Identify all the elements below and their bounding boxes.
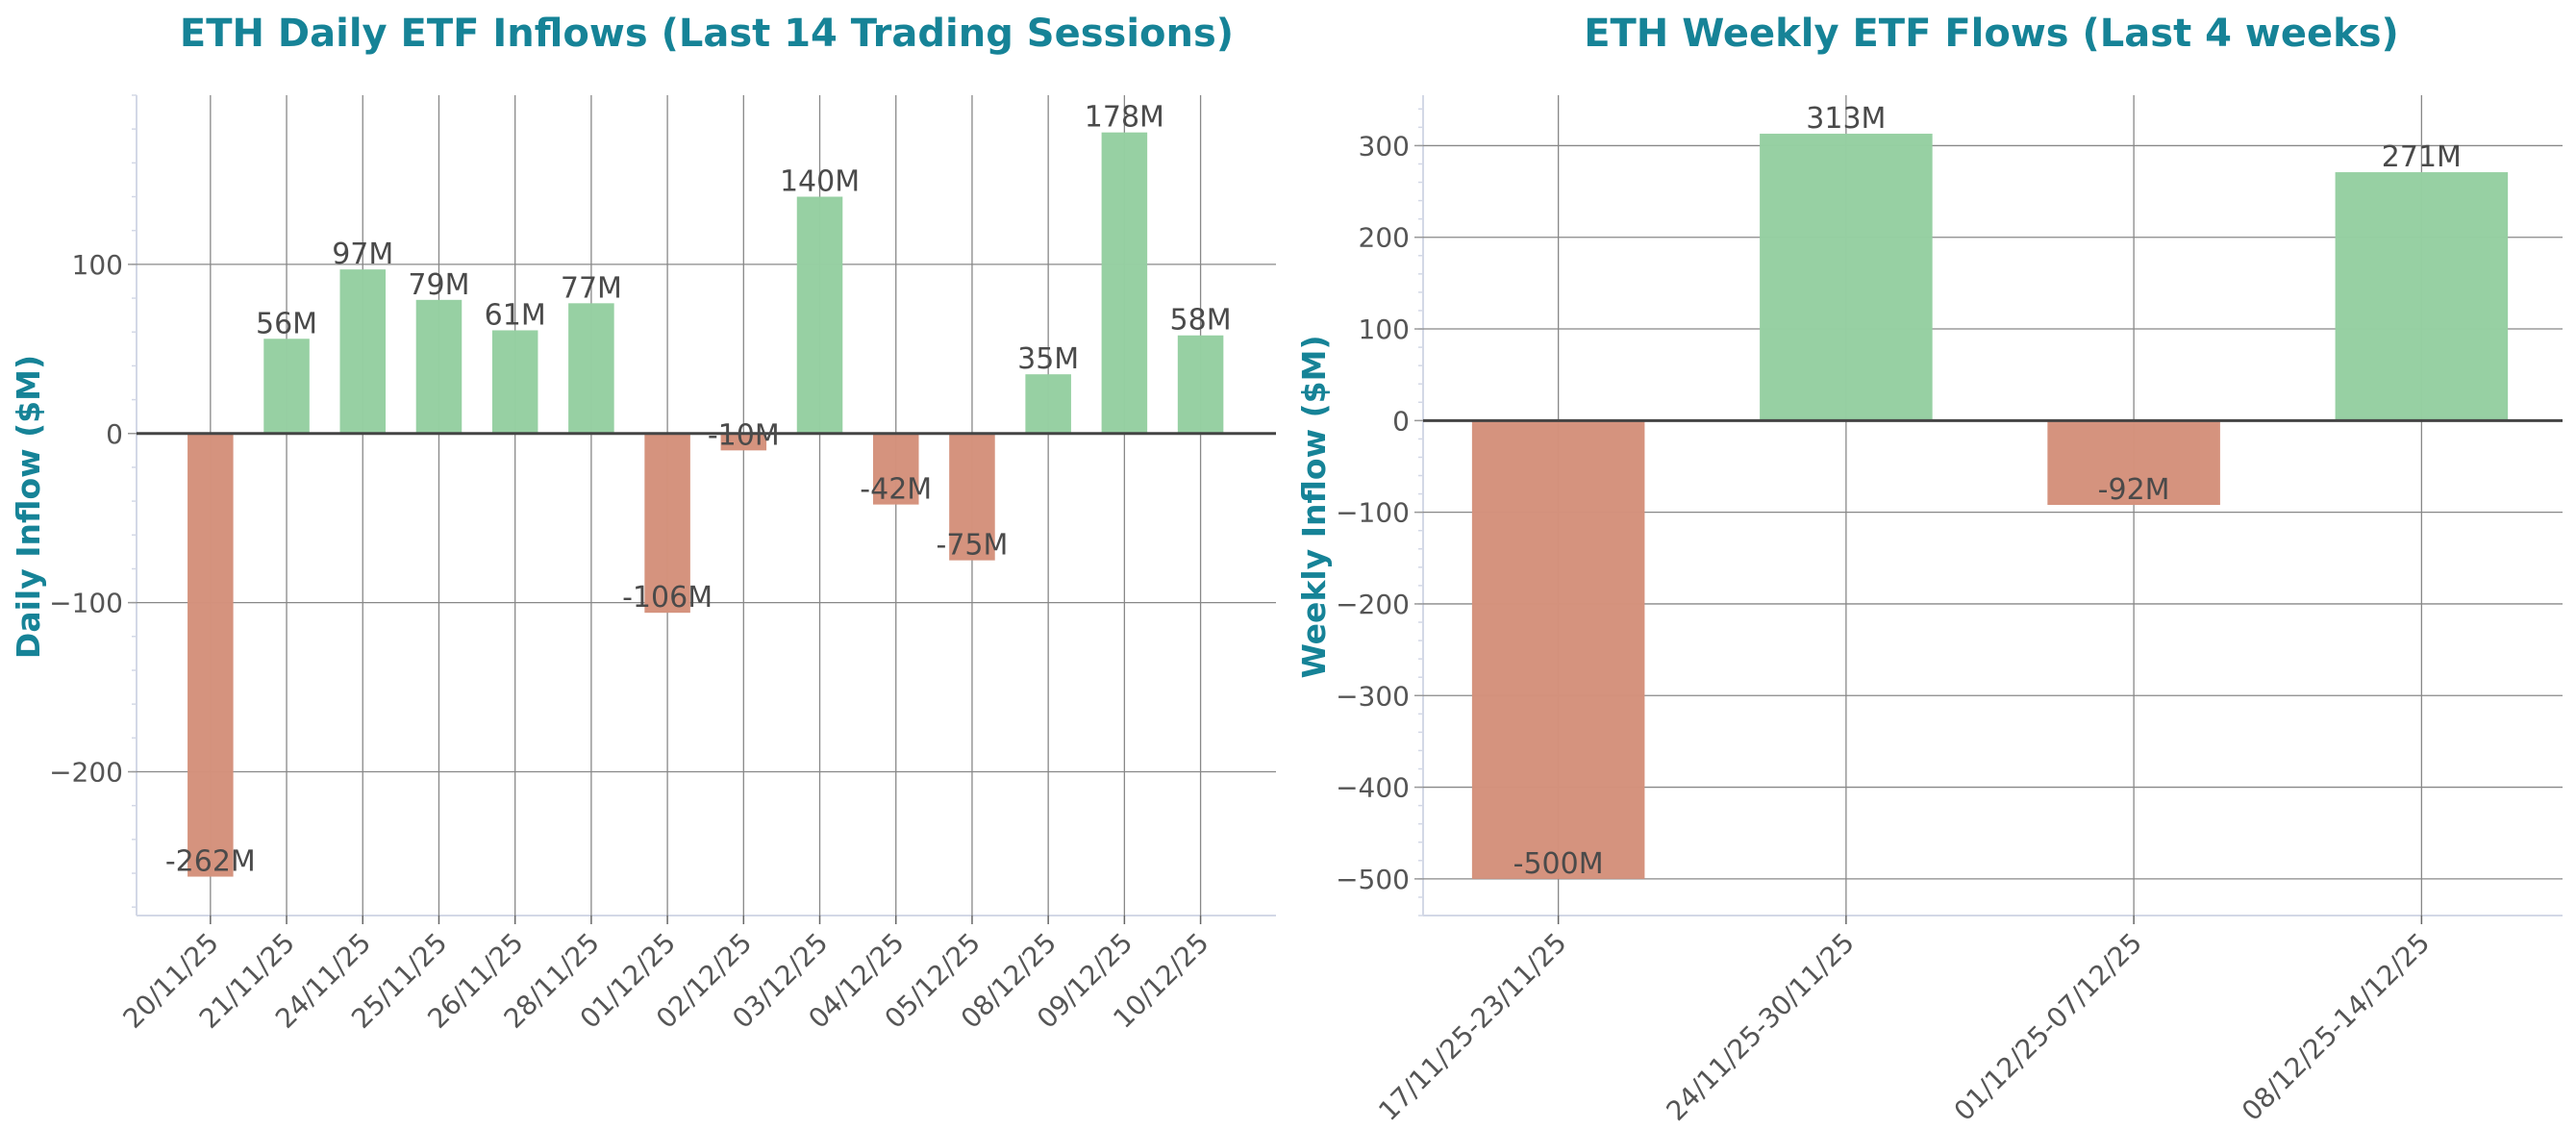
bar <box>491 330 538 434</box>
data-label: 97M <box>332 238 393 271</box>
bar <box>188 433 234 877</box>
bar <box>1177 335 1224 434</box>
data-label: 79M <box>408 268 469 302</box>
y-tick-label: −200 <box>49 757 123 789</box>
data-label: 61M <box>485 298 546 332</box>
y-tick-label: 0 <box>106 418 123 450</box>
data-label: -262M <box>165 845 256 879</box>
y-axis-label: Daily Inflow ($M) <box>10 355 47 659</box>
y-tick-label: 200 <box>1359 222 1410 254</box>
bar <box>644 433 690 614</box>
y-tick-label: −100 <box>1336 497 1410 529</box>
y-tick-label: −500 <box>1336 864 1410 895</box>
data-label: 178M <box>1085 101 1164 135</box>
data-label: -500M <box>1513 847 1604 881</box>
chart-title: ETH Daily ETF Inflows (Last 14 Trading S… <box>180 12 1234 56</box>
data-label: 56M <box>256 307 317 340</box>
y-tick-label: −100 <box>49 588 123 619</box>
y-tick-label: −300 <box>1336 680 1410 712</box>
bar <box>339 269 387 434</box>
y-tick-label: −400 <box>1336 772 1410 804</box>
data-label: -92M <box>2098 473 2170 507</box>
daily-inflows-chart: ETH Daily ETF Inflows (Last 14 Trading S… <box>10 12 1276 1035</box>
data-label: -42M <box>860 473 932 507</box>
data-label: 271M <box>2382 140 2462 174</box>
weekly-flows-chart: ETH Weekly ETF Flows (Last 4 weeks) Week… <box>1295 12 2563 1127</box>
y-tick-label: −200 <box>1336 589 1410 620</box>
data-label: -75M <box>937 529 1009 563</box>
bar <box>263 339 310 434</box>
data-label: 140M <box>780 165 860 199</box>
bar <box>720 433 767 451</box>
x-tick-label: 17/11/25-23/11/25 <box>1372 927 1572 1127</box>
y-tick-label: 0 <box>1392 405 1410 437</box>
bar <box>872 433 919 505</box>
y-tick-label: 300 <box>1359 130 1410 162</box>
bar <box>1025 374 1071 434</box>
bar <box>2047 420 2220 506</box>
x-tick-label: 24/11/25-30/11/25 <box>1661 927 1861 1127</box>
bar <box>1101 132 1148 434</box>
data-label: 58M <box>1170 304 1232 338</box>
bar <box>796 196 843 434</box>
data-label: 77M <box>561 271 622 305</box>
y-tick-label: 100 <box>72 249 123 281</box>
bar <box>568 303 614 434</box>
data-label: -10M <box>708 418 780 452</box>
x-tick-label: 01/12/25-07/12/25 <box>1948 927 2148 1127</box>
bar <box>1471 420 1645 879</box>
chart-title: ETH Weekly ETF Flows (Last 4 weeks) <box>1584 12 2399 56</box>
bar <box>415 299 463 434</box>
data-label: -106M <box>622 581 713 615</box>
data-label: 35M <box>1017 342 1079 376</box>
y-tick-label: 100 <box>1359 314 1410 345</box>
x-tick-label: 08/12/25-14/12/25 <box>2236 927 2436 1127</box>
bar <box>1760 134 1933 421</box>
bar <box>2335 172 2509 421</box>
bar <box>949 433 995 561</box>
y-axis-label: Weekly Inflow ($M) <box>1295 335 1333 678</box>
data-label: 313M <box>1806 102 1886 136</box>
